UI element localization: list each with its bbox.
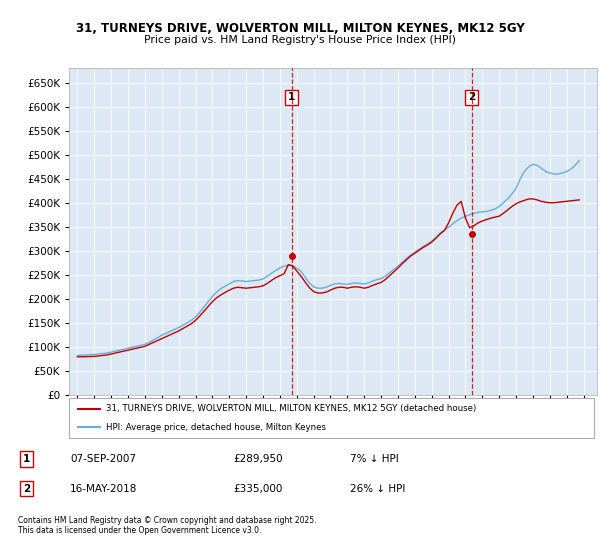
- Text: Price paid vs. HM Land Registry's House Price Index (HPI): Price paid vs. HM Land Registry's House …: [144, 35, 456, 45]
- Text: 31, TURNEYS DRIVE, WOLVERTON MILL, MILTON KEYNES, MK12 5GY: 31, TURNEYS DRIVE, WOLVERTON MILL, MILTO…: [76, 22, 524, 35]
- FancyBboxPatch shape: [69, 398, 594, 438]
- Text: 1: 1: [23, 454, 30, 464]
- Text: 2: 2: [468, 92, 475, 102]
- Text: 26% ↓ HPI: 26% ↓ HPI: [350, 484, 405, 493]
- Text: 31, TURNEYS DRIVE, WOLVERTON MILL, MILTON KEYNES, MK12 5GY (detached house): 31, TURNEYS DRIVE, WOLVERTON MILL, MILTO…: [106, 404, 476, 413]
- Text: £289,950: £289,950: [233, 454, 283, 464]
- Text: 07-SEP-2007: 07-SEP-2007: [70, 454, 136, 464]
- Text: Contains HM Land Registry data © Crown copyright and database right 2025.
This d: Contains HM Land Registry data © Crown c…: [18, 516, 316, 535]
- Text: 7% ↓ HPI: 7% ↓ HPI: [350, 454, 398, 464]
- Text: 1: 1: [288, 92, 295, 102]
- Text: 16-MAY-2018: 16-MAY-2018: [70, 484, 137, 493]
- Text: HPI: Average price, detached house, Milton Keynes: HPI: Average price, detached house, Milt…: [106, 423, 326, 432]
- Text: £335,000: £335,000: [233, 484, 283, 493]
- Text: 2: 2: [23, 484, 30, 493]
